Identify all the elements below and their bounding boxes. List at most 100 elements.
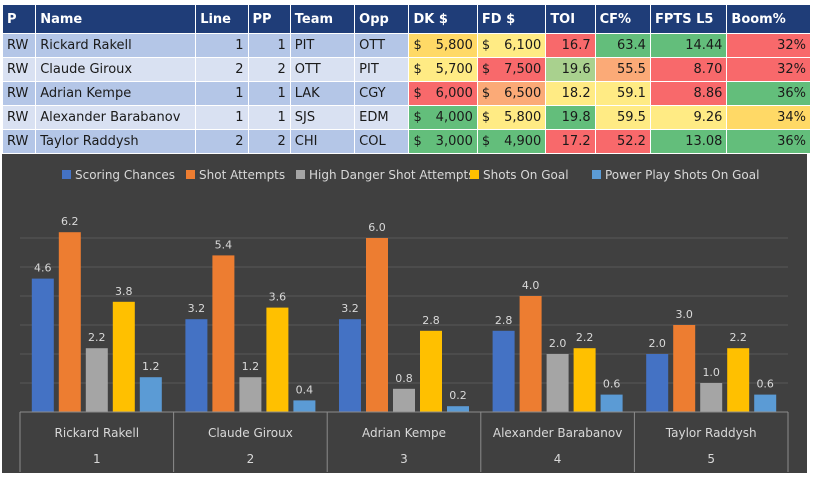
currency-symbol: $ xyxy=(481,62,491,77)
salary-value: 5,800 xyxy=(504,110,542,125)
cell-line: 2 xyxy=(195,129,249,154)
header-opp[interactable]: Opp xyxy=(354,4,410,34)
cell-pp: 1 xyxy=(247,105,291,130)
bar xyxy=(447,406,469,412)
header-toi[interactable]: TOI xyxy=(545,4,596,34)
bar xyxy=(31,278,54,412)
legend-label: Shots On Goal xyxy=(483,168,569,182)
table-row[interactable]: RW Alexander Barabanov 1 1 SJS EDM $4,000 $5,80… xyxy=(1,105,811,130)
bar xyxy=(420,330,442,412)
bar xyxy=(393,388,415,412)
table-row[interactable]: RW Claude Giroux 2 2 OTT PIT $5,700 $7,500 19.6 5… xyxy=(1,57,811,82)
table-row[interactable]: RW Taylor Raddysh 2 2 CHI COL $3,000 $4,900 17.2… xyxy=(1,129,811,154)
bar xyxy=(727,348,750,412)
table-row[interactable]: RW Rickard Rakell 1 1 PIT OTT $5,800 $6,100 16.7… xyxy=(1,33,811,58)
cell-fd-salary: $7,500 xyxy=(476,57,547,82)
bar xyxy=(366,238,388,412)
data-label: 0.6 xyxy=(756,378,774,391)
cell-team: LAK xyxy=(289,81,356,106)
bar xyxy=(85,348,108,412)
bar xyxy=(58,232,81,412)
header-name[interactable]: Name xyxy=(35,4,197,34)
cell-line: 2 xyxy=(195,57,249,82)
category-label: Rickard Rakell xyxy=(55,426,140,440)
cell-position: RW xyxy=(1,81,37,106)
category-label: Claude Giroux xyxy=(208,426,293,440)
cell-dk-salary: $3,000 xyxy=(408,129,478,154)
cell-boom-pct: 32% xyxy=(726,33,811,58)
cell-position: RW xyxy=(1,33,37,58)
cell-fd-salary: $6,500 xyxy=(476,81,547,106)
table-row[interactable]: RW Adrian Kempe 1 1 LAK CGY $6,000 $6,500 18.2 59… xyxy=(1,81,811,106)
cell-fpts-l5: 8.70 xyxy=(649,57,728,82)
data-label: 3.2 xyxy=(341,302,359,315)
cell-team: SJS xyxy=(289,105,356,130)
cell-dk-salary: $4,000 xyxy=(408,105,478,130)
cell-cf-pct: 59.5 xyxy=(594,105,651,130)
cell-boom-pct: 36% xyxy=(726,129,811,154)
cell-toi: 17.2 xyxy=(545,129,596,154)
data-label: 2.0 xyxy=(648,337,666,350)
data-label: 0.4 xyxy=(296,383,314,396)
category-index-label: 1 xyxy=(93,452,101,466)
cell-opp: COL xyxy=(354,129,410,154)
salary-value: 6,100 xyxy=(504,38,542,53)
currency-symbol: $ xyxy=(481,38,491,53)
header-team[interactable]: Team xyxy=(289,4,356,34)
header-cf-pct[interactable]: CF% xyxy=(594,4,651,34)
category-index-label: 4 xyxy=(554,452,562,466)
cell-opp: EDM xyxy=(354,105,410,130)
currency-symbol: $ xyxy=(413,110,422,125)
cell-fpts-l5: 13.08 xyxy=(649,129,728,154)
cell-cf-pct: 52.2 xyxy=(594,129,651,154)
bar xyxy=(239,377,262,412)
salary-value: 5,800 xyxy=(435,38,473,53)
bar xyxy=(185,319,208,412)
data-label: 2.0 xyxy=(549,337,567,350)
cell-position: RW xyxy=(1,57,37,82)
category-label: Alexander Barabanov xyxy=(493,426,622,440)
currency-symbol: $ xyxy=(413,134,422,149)
cell-team: OTT xyxy=(289,57,356,82)
legend-label: Power Play Shots On Goal xyxy=(605,168,759,182)
bar xyxy=(266,307,289,412)
currency-symbol: $ xyxy=(481,86,491,101)
header-position[interactable]: P xyxy=(1,4,37,34)
data-label: 3.8 xyxy=(115,285,133,298)
header-fd-salary[interactable]: FD $ xyxy=(476,4,547,34)
salary-value: 5,700 xyxy=(435,62,473,77)
cell-fpts-l5: 9.26 xyxy=(649,105,728,130)
bar xyxy=(293,400,316,412)
data-label: 2.8 xyxy=(495,314,513,327)
data-label: 4.0 xyxy=(522,279,540,292)
cell-dk-salary: $5,800 xyxy=(408,33,478,58)
data-label: 2.2 xyxy=(576,331,594,344)
data-label: 0.6 xyxy=(603,378,621,391)
data-label: 2.2 xyxy=(88,331,106,344)
cell-dk-salary: $6,000 xyxy=(408,81,478,106)
cell-toi: 19.6 xyxy=(545,57,596,82)
salary-value: 7,500 xyxy=(504,62,542,77)
bar xyxy=(212,255,235,412)
data-label: 2.2 xyxy=(729,331,747,344)
bar xyxy=(519,296,542,412)
cell-pp: 1 xyxy=(247,33,291,58)
cell-pp: 1 xyxy=(247,81,291,106)
header-fpts-l5[interactable]: FPTS L5 xyxy=(649,4,728,34)
cell-team: CHI xyxy=(289,129,356,154)
cell-line: 1 xyxy=(195,33,249,58)
cell-opp: CGY xyxy=(354,81,410,106)
bar xyxy=(700,383,723,412)
cell-name: Alexander Barabanov xyxy=(35,105,197,130)
cell-cf-pct: 63.4 xyxy=(594,33,651,58)
cell-fpts-l5: 14.44 xyxy=(649,33,728,58)
legend-label: Scoring Chances xyxy=(75,168,175,182)
salary-value: 3,000 xyxy=(435,134,473,149)
header-dk-salary[interactable]: DK $ xyxy=(408,4,478,34)
header-line[interactable]: Line xyxy=(195,4,249,34)
header-pp[interactable]: PP xyxy=(247,4,291,34)
cell-toi: 19.8 xyxy=(545,105,596,130)
category-index-label: 2 xyxy=(247,452,255,466)
cell-cf-pct: 59.1 xyxy=(594,81,651,106)
header-boom-pct[interactable]: Boom% xyxy=(726,4,811,34)
